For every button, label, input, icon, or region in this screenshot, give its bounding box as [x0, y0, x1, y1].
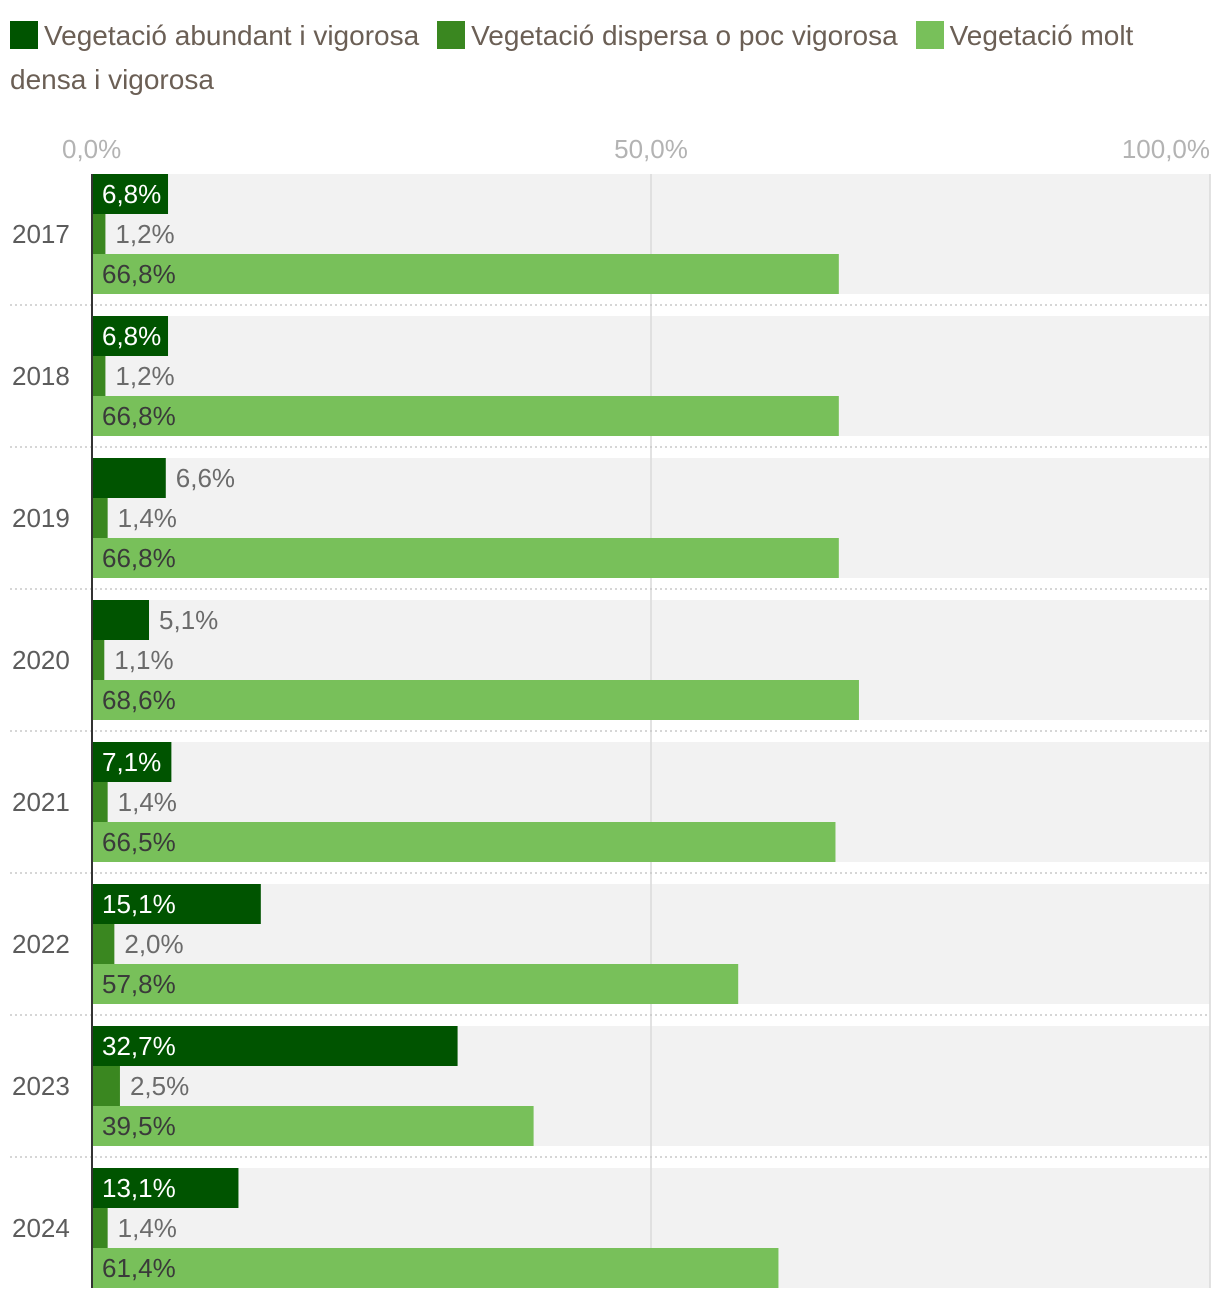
data-label: 32,7%	[102, 1031, 176, 1061]
data-label: 7,1%	[102, 747, 161, 777]
data-label: 1,2%	[115, 219, 174, 249]
legend-item: Vegetació molt densa i vigorosa	[10, 20, 1133, 95]
data-label: 1,2%	[115, 361, 174, 391]
data-label: 66,8%	[102, 543, 176, 573]
data-label: 6,8%	[102, 179, 161, 209]
year-label: 2023	[12, 1071, 70, 1101]
bar	[92, 1248, 779, 1288]
bar	[92, 254, 839, 294]
bar	[92, 640, 105, 680]
x-tick-label: 100,0%	[1122, 134, 1210, 164]
data-label: 1,4%	[118, 1213, 177, 1243]
year-label: 2022	[12, 929, 70, 959]
legend-item: Vegetació dispersa o poc vigorosa	[437, 20, 898, 51]
data-label: 57,8%	[102, 969, 176, 999]
bar	[92, 1208, 108, 1248]
bar	[92, 1168, 239, 1208]
year-label: 2018	[12, 361, 70, 391]
bar	[92, 1106, 534, 1146]
bar	[92, 822, 836, 862]
bar	[92, 214, 106, 254]
data-label: 2,0%	[124, 929, 183, 959]
bar	[92, 782, 108, 822]
bar	[92, 538, 839, 578]
bar	[92, 964, 739, 1004]
bar	[92, 1066, 120, 1106]
data-label: 6,8%	[102, 321, 161, 351]
data-label: 39,5%	[102, 1111, 176, 1141]
data-label: 6,6%	[176, 463, 235, 493]
data-label: 61,4%	[102, 1253, 176, 1283]
data-label: 1,4%	[118, 787, 177, 817]
data-label: 15,1%	[102, 889, 176, 919]
bar	[92, 600, 150, 640]
bar	[92, 884, 261, 924]
legend-label: Vegetació dispersa o poc vigorosa	[471, 20, 898, 51]
bar	[92, 396, 839, 436]
x-tick-label: 50,0%	[614, 134, 688, 164]
data-label: 68,6%	[102, 685, 176, 715]
bar	[92, 356, 106, 396]
data-label: 66,8%	[102, 401, 176, 431]
data-label: 1,1%	[114, 645, 173, 675]
bar	[92, 498, 108, 538]
bar	[92, 680, 859, 720]
data-label: 2,5%	[130, 1071, 189, 1101]
year-label: 2020	[12, 645, 70, 675]
legend-label: Vegetació abundant i vigorosa	[44, 20, 420, 51]
data-label: 66,8%	[102, 259, 176, 289]
bar	[92, 174, 169, 214]
x-tick-label: 0,0%	[62, 134, 121, 164]
data-label: 5,1%	[159, 605, 218, 635]
data-label: 13,1%	[102, 1173, 176, 1203]
year-label: 2019	[12, 503, 70, 533]
legend-label: Vegetació molt densa i vigorosa	[10, 20, 1134, 95]
data-label: 66,5%	[102, 827, 176, 857]
legend-swatch	[437, 21, 466, 49]
year-label: 2021	[12, 787, 70, 817]
bar	[92, 742, 172, 782]
legend-swatch	[915, 21, 944, 49]
legend-item: Vegetació abundant i vigorosa	[10, 20, 419, 51]
legend: Vegetació abundant i vigorosa Vegetació d…	[10, 14, 1200, 102]
bar	[92, 1026, 458, 1066]
bar	[92, 924, 115, 964]
year-label: 2024	[12, 1213, 70, 1243]
bar	[92, 316, 169, 356]
bar	[92, 458, 166, 498]
legend-swatch	[10, 21, 38, 49]
year-label: 2017	[12, 219, 70, 249]
data-label: 1,4%	[118, 503, 177, 533]
